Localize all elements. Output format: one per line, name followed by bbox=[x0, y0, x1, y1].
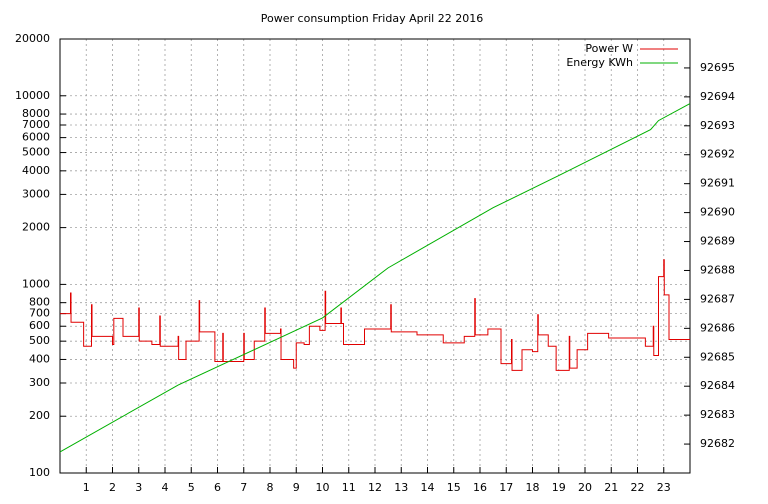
legend-label: Power W bbox=[585, 42, 633, 55]
y-tick-label: 1000 bbox=[22, 277, 50, 290]
x-tick-label: 13 bbox=[394, 481, 408, 494]
x-tick-label: 12 bbox=[368, 481, 382, 494]
y-tick-label: 300 bbox=[29, 376, 50, 389]
x-tick-label: 2 bbox=[109, 481, 116, 494]
x-tick-label: 11 bbox=[342, 481, 356, 494]
x-tick-label: 18 bbox=[526, 481, 540, 494]
y2-tick-label: 92686 bbox=[700, 321, 735, 334]
y2-tick-label: 92683 bbox=[700, 408, 735, 421]
y2-tick-label: 92691 bbox=[700, 177, 735, 190]
y-tick-label: 600 bbox=[29, 319, 50, 332]
y-tick-label: 800 bbox=[29, 296, 50, 309]
y-tick-label: 5000 bbox=[22, 146, 50, 159]
y-tick-label: 7000 bbox=[22, 118, 50, 131]
y-tick-label: 6000 bbox=[22, 131, 50, 144]
x-tick-label: 15 bbox=[447, 481, 461, 494]
series-line bbox=[59, 103, 691, 453]
x-tick-label: 14 bbox=[421, 481, 435, 494]
legend-label: Energy KWh bbox=[566, 56, 633, 69]
x-tick-label: 17 bbox=[499, 481, 513, 494]
y-tick-label: 4000 bbox=[22, 164, 50, 177]
x-tick-label: 16 bbox=[473, 481, 487, 494]
y-tick-label: 200 bbox=[29, 409, 50, 422]
x-tick-label: 1 bbox=[83, 481, 90, 494]
y2-tick-label: 92682 bbox=[700, 437, 735, 450]
y-tick-label: 700 bbox=[29, 307, 50, 320]
x-tick-label: 20 bbox=[578, 481, 592, 494]
x-tick-label: 3 bbox=[135, 481, 142, 494]
y-tick-label: 500 bbox=[29, 334, 50, 347]
y2-tick-label: 92685 bbox=[700, 350, 735, 363]
y2-tick-label: 92684 bbox=[700, 379, 735, 392]
y2-tick-label: 92692 bbox=[700, 148, 735, 161]
x-tick-label: 21 bbox=[604, 481, 618, 494]
x-tick-label: 23 bbox=[657, 481, 671, 494]
x-tick-label: 9 bbox=[293, 481, 300, 494]
y2-tick-label: 92688 bbox=[700, 263, 735, 276]
y-tick-label: 100 bbox=[29, 466, 50, 479]
x-tick-label: 19 bbox=[552, 481, 566, 494]
x-tick-label: 5 bbox=[188, 481, 195, 494]
y-tick-label: 10000 bbox=[15, 89, 50, 102]
y-tick-label: 400 bbox=[29, 352, 50, 365]
y2-tick-label: 92690 bbox=[700, 206, 735, 219]
y2-tick-label: 92694 bbox=[700, 90, 735, 103]
x-tick-label: 10 bbox=[316, 481, 330, 494]
y-tick-label: 2000 bbox=[22, 221, 50, 234]
x-tick-label: 6 bbox=[214, 481, 221, 494]
y-tick-label: 8000 bbox=[22, 107, 50, 120]
series-line bbox=[60, 259, 690, 371]
x-tick-label: 7 bbox=[240, 481, 247, 494]
plot-frame bbox=[59, 38, 691, 474]
x-tick-label: 8 bbox=[267, 481, 274, 494]
x-tick-label: 4 bbox=[162, 481, 169, 494]
y2-tick-label: 92693 bbox=[700, 119, 735, 132]
chart-title: Power consumption Friday April 22 2016 bbox=[261, 12, 483, 25]
x-tick-label: 22 bbox=[631, 481, 645, 494]
y2-tick-label: 92689 bbox=[700, 235, 735, 248]
y2-tick-label: 92695 bbox=[700, 61, 735, 74]
y-tick-label: 20000 bbox=[15, 32, 50, 45]
y-tick-label: 3000 bbox=[22, 187, 50, 200]
y2-tick-label: 92687 bbox=[700, 292, 735, 305]
